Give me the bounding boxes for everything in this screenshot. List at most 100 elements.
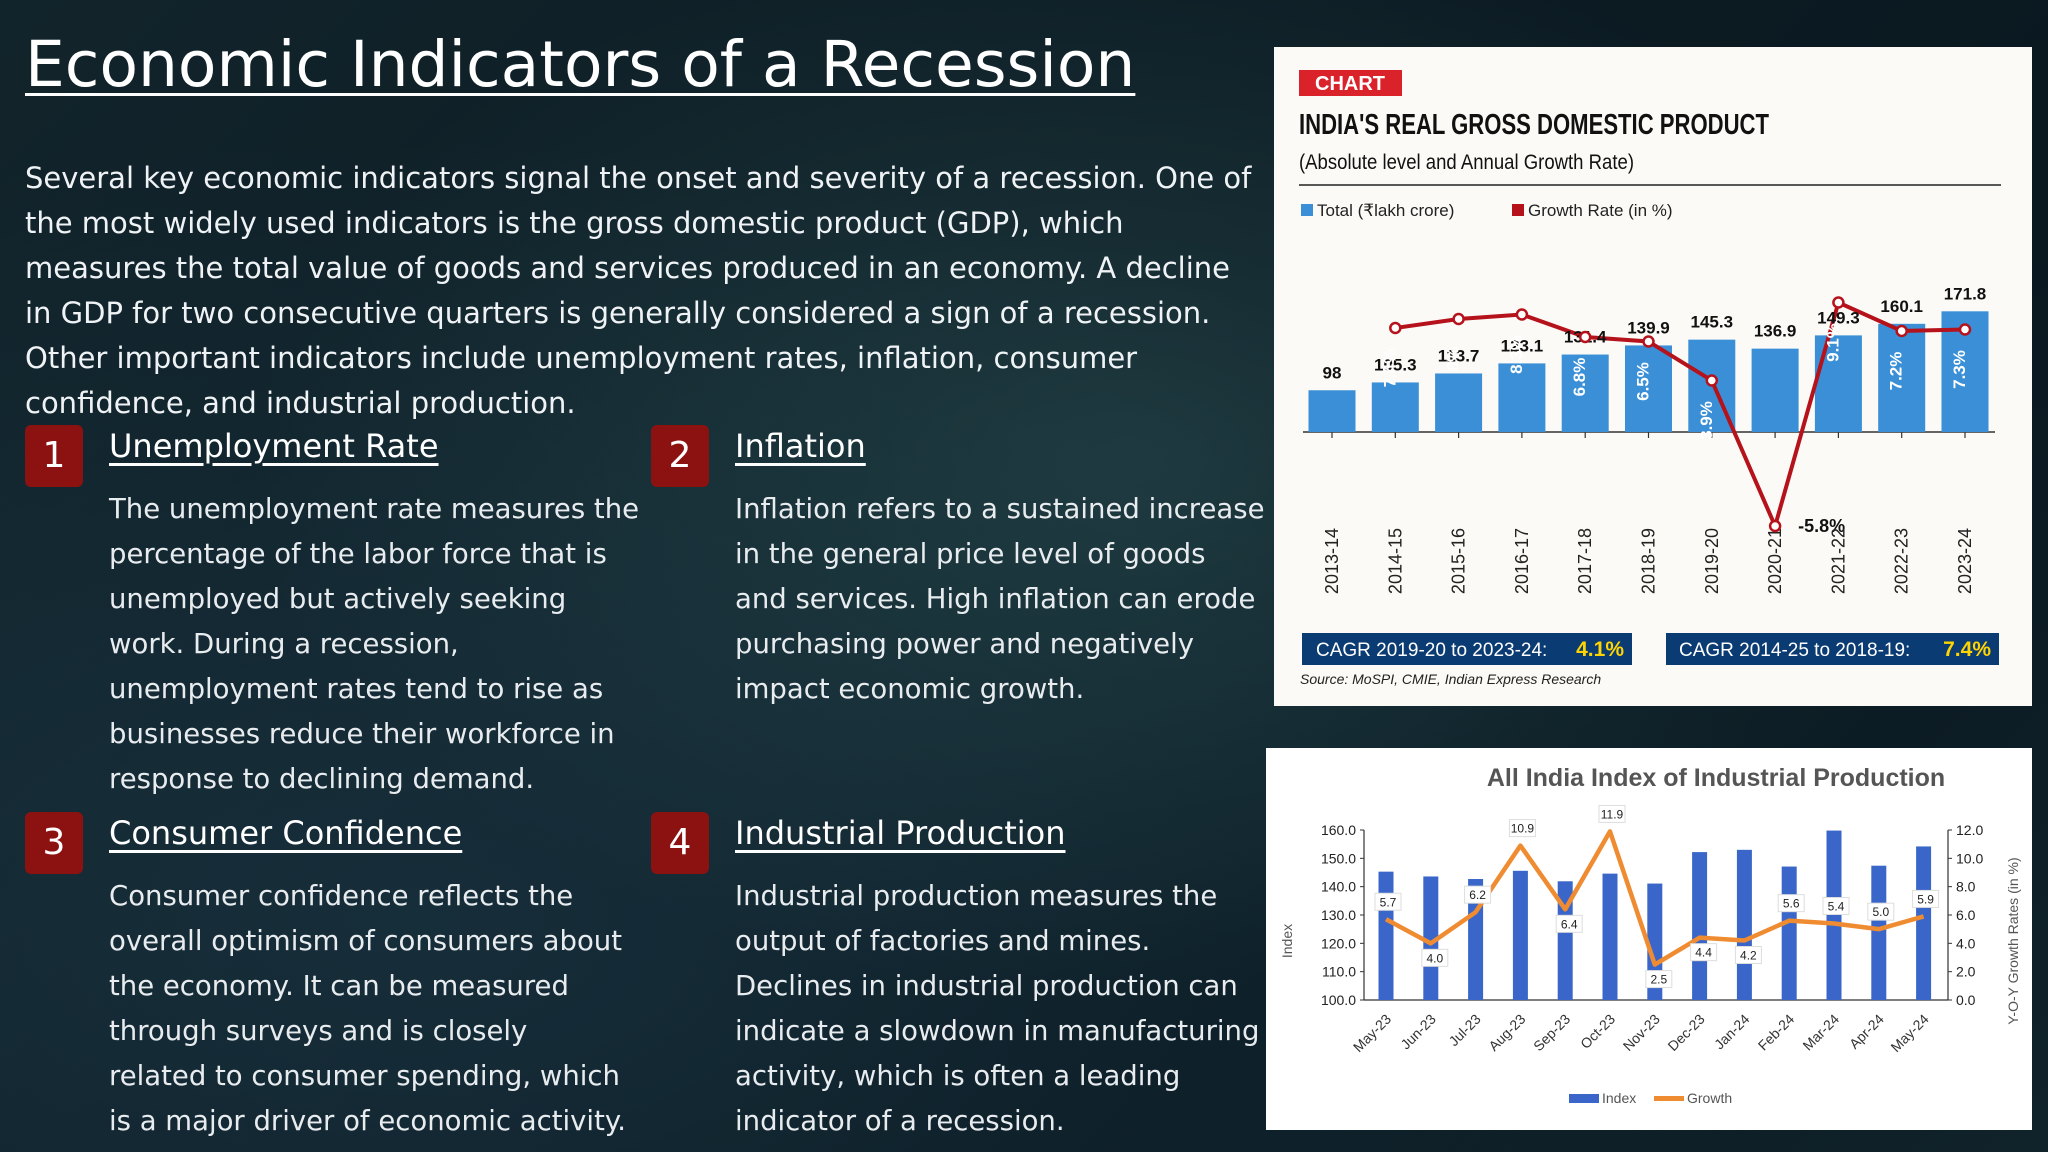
growth-label-box [1690, 943, 1718, 962]
y2-tick-label: 6.0 [1956, 907, 1976, 923]
growth-label: 5.0 [1872, 905, 1889, 919]
indicator-body: Consumer confidence reflects the overall… [109, 880, 626, 1137]
growth-label: 8.3% [1507, 335, 1526, 374]
iip-bar-Sep-23 [1557, 881, 1573, 1000]
y2-tick-label: 12.0 [1956, 822, 1983, 838]
x-tick-label: Jul-23 [1445, 1011, 1483, 1049]
growth-label-box [1508, 819, 1536, 838]
y2-tick-label: 0.0 [1956, 992, 1976, 1008]
cagr-label-1: CAGR 2019-20 to 2023-24: [1316, 640, 1547, 661]
iip-bar-Aug-23 [1512, 870, 1528, 1000]
gdp-bar-2022-23 [1878, 323, 1926, 432]
x-tick-label: May-24 [1887, 1011, 1931, 1055]
growth-label: 7.4% [1380, 349, 1399, 388]
growth-label-box [1421, 948, 1449, 967]
x-tick-label: Jun-23 [1397, 1011, 1439, 1053]
legend-swatch-growth [1512, 204, 1524, 216]
growth-label: 7.2% [1887, 352, 1906, 391]
y-tick-label: 100.0 [1321, 992, 1356, 1008]
y-tick-label: 160.0 [1321, 822, 1356, 838]
number-badge: 4 [651, 812, 709, 874]
x-tick-label: 2023-24 [1955, 528, 1975, 594]
iip-bar-Dec-23 [1692, 852, 1708, 1000]
cagr-box-2 [1666, 633, 1999, 665]
chart-tag: CHART [1315, 73, 1385, 95]
y-tick-label: 150.0 [1321, 850, 1356, 866]
indicator-title: Unemployment Rate [109, 427, 439, 465]
growth-label: 4.2 [1740, 949, 1757, 963]
iip-bar-Jan-24 [1736, 849, 1752, 1000]
gdp-bar-value-label: 105.3 [1374, 355, 1417, 374]
chart-subtitle: (Absolute level and Annual Growth Rate) [1299, 151, 1634, 174]
indicator-title: Consumer Confidence [109, 814, 463, 852]
x-tick-label: 2022-23 [1892, 528, 1912, 594]
iip-bar-Feb-24 [1781, 866, 1797, 1000]
indicator-title: Inflation [735, 427, 866, 465]
growth-point-2015-16 [1452, 312, 1465, 326]
x-tick-label: 2021-22 [1828, 528, 1848, 594]
x-tick-label: 2015-16 [1449, 528, 1469, 594]
growth-label: 5.7 [1380, 895, 1397, 909]
gdp-bar-value-label: 160.1 [1880, 297, 1923, 316]
x-tick-label: 2019-20 [1702, 528, 1722, 594]
growth-label: 9.1% [1823, 323, 1842, 362]
iip-bar-Mar-24 [1826, 830, 1842, 1000]
y2-tick-label: 8.0 [1956, 879, 1976, 895]
growth-point-2014-15 [1389, 321, 1402, 335]
growth-point-2020-21 [1768, 519, 1782, 533]
number-badge: 3 [25, 812, 83, 874]
gdp-chart-panel: CHART INDIA'S REAL GROSS DOMESTIC PRODUC… [1274, 47, 2032, 706]
growth-label: 5.4 [1828, 900, 1845, 914]
y2-tick-label: 10.0 [1956, 850, 1983, 866]
x-tick-label: Nov-23 [1620, 1011, 1663, 1054]
legend-label-growth: Growth Rate (in %) [1528, 201, 1673, 220]
x-tick-label: Mar-24 [1799, 1011, 1842, 1054]
gdp-bar-2017-18 [1561, 354, 1609, 432]
growth-label: 6.8% [1570, 358, 1589, 397]
x-tick-label: Oct-23 [1577, 1011, 1618, 1052]
page-title: Economic Indicators of a Recession [25, 28, 1136, 101]
x-tick-label: Sep-23 [1530, 1011, 1573, 1054]
x-tick-label: Dec-23 [1664, 1011, 1707, 1054]
cagr-value-1: 4.1% [1576, 638, 1624, 661]
growth-label: 5.9 [1917, 892, 1934, 906]
gdp-bar-value-label: 139.9 [1627, 318, 1670, 337]
iip-bar-May-24 [1916, 846, 1932, 1000]
growth-label: 10.9 [1511, 822, 1535, 836]
growth-label-box [1734, 946, 1762, 964]
growth-label: 8% [1444, 347, 1463, 372]
gdp-bar-value-label: 171.8 [1944, 284, 1987, 303]
gdp-bar-value-label: 123.1 [1501, 336, 1544, 355]
growth-label: 7.3% [1950, 350, 1969, 389]
growth-label: 5.6 [1783, 897, 1800, 911]
iip-chart: All India Index of Industrial Production… [1279, 764, 2021, 1106]
indicator-body: The unemployment rate measures the perce… [109, 493, 640, 795]
growth-label-box [1777, 894, 1805, 913]
growth-label-box [1867, 902, 1895, 921]
indicator-body: Industrial production measures the outpu… [735, 880, 1260, 1137]
y2-tick-label: 4.0 [1956, 935, 1976, 951]
growth-point-2023-24 [1958, 323, 1972, 336]
growth-label: -5.8% [1798, 516, 1845, 536]
y2-axis-label: Y-O-Y Growth Rates (in %) [2005, 857, 2021, 1024]
gdp-bar-2015-16 [1435, 373, 1483, 432]
growth-label-box [1555, 914, 1583, 933]
chart-tag-bg [1299, 70, 1402, 96]
growth-point-2017-18 [1578, 330, 1592, 344]
growth-point-2022-23 [1895, 324, 1908, 338]
growth-line [1395, 299, 1966, 532]
x-tick-label: 2020-21 [1765, 528, 1785, 594]
growth-label-box [1912, 889, 1940, 908]
growth-point-2019-20 [1705, 374, 1719, 387]
growth-label: 4.0 [1426, 951, 1443, 965]
iip-bar-May-23 [1378, 871, 1394, 1000]
growth-label: 6.4 [1561, 917, 1578, 931]
y-axis-label: Index [1279, 924, 1295, 958]
growth-label: 2.5 [1650, 973, 1667, 987]
growth-label-box [1374, 892, 1402, 911]
iip-chart-panel: All India Index of Industrial Production… [1266, 748, 2032, 1130]
growth-label-box [1645, 970, 1673, 989]
legend-swatch-total [1301, 204, 1313, 216]
x-tick-label: Jan-24 [1711, 1011, 1753, 1053]
y-tick-label: 140.0 [1321, 879, 1356, 895]
